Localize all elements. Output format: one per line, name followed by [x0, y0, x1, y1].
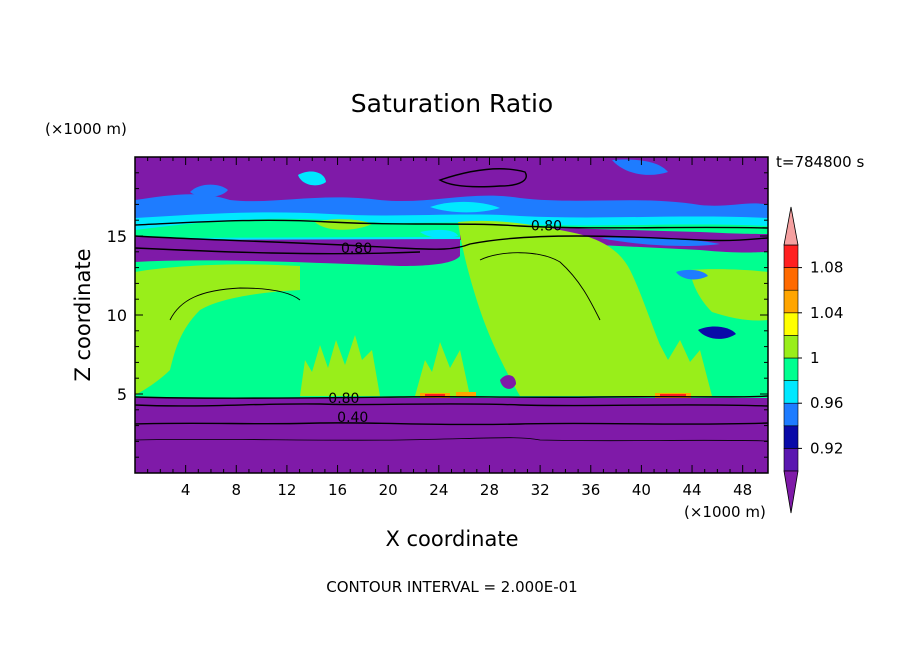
colorbar-band: [783, 448, 799, 472]
x-axis: 4 8 12 16 20 24 28 32 36 40 44 48: [147, 157, 756, 499]
y-axis-label: Z coordinate: [71, 248, 95, 381]
contour-lower-2: [134, 437, 769, 442]
x-tick-label: 48: [733, 481, 752, 499]
x-unit-label: (×1000 m): [684, 503, 766, 521]
contour-0-80-upper-b: [134, 247, 421, 255]
right-edge-high-saturation: [690, 269, 768, 321]
dry-pocket-right: [698, 326, 736, 339]
colorbar-band: [783, 357, 799, 381]
contour-label: 0.80: [531, 219, 562, 235]
colorbar-tick-label: 0.92: [810, 439, 843, 457]
y-axis: 5 10 15: [107, 172, 768, 458]
x-tick-label: 36: [581, 481, 600, 499]
upper-wisp-cloud-4: [430, 201, 500, 213]
dry-pocket-center: [500, 375, 516, 389]
contour-0-80-upper: [134, 235, 769, 250]
contour-cloud-top: [134, 219, 769, 229]
colorbar-band: [783, 267, 799, 291]
colorbar-band: [783, 335, 799, 359]
contour-interval-footer: CONTOUR INTERVAL = 2.000E-01: [326, 578, 577, 596]
contour-upper-dry: [438, 168, 527, 188]
colorbar-tick-label: 1.08: [810, 259, 843, 277]
colorbar-band: [783, 312, 799, 336]
contour-right-saturated: [479, 252, 601, 321]
colorbar-band: [783, 289, 799, 314]
x-tick-label: 44: [682, 481, 701, 499]
y-unit-label: (×1000 m): [45, 120, 127, 138]
lower-saturation-spikes-3: [645, 340, 712, 396]
mid-blue-patch: [600, 237, 720, 246]
time-label: t=784800 s: [776, 153, 864, 171]
mid-dry-band: [135, 236, 460, 258]
contour-label: 0.80: [341, 241, 372, 257]
x-tick-label: 4: [181, 481, 191, 499]
supersat-strip-1b: [425, 394, 445, 396]
upper-left-cyan-patch: [420, 229, 458, 239]
supersat-strip-3b: [660, 394, 686, 396]
y-tick-label: 15: [107, 227, 127, 246]
right-high-saturation-region: [458, 220, 690, 396]
colorbar-max-arrow: [783, 206, 799, 246]
y-tick-label: 10: [107, 306, 127, 325]
lower-saturation-spikes: [300, 335, 380, 396]
colorbar-tick-label: 0.96: [810, 394, 843, 412]
contour-cloud-base: [134, 395, 769, 399]
upper-wisp-cloud-3: [612, 159, 668, 175]
x-tick-label: 40: [632, 481, 651, 499]
x-tick-label: 20: [379, 481, 398, 499]
colorbar-min-arrow: [783, 470, 799, 514]
y-tick-label: 5: [117, 385, 127, 404]
lower-saturation-spikes-2: [415, 342, 470, 396]
x-tick-label: 28: [480, 481, 499, 499]
colorbar-band: [783, 402, 799, 427]
x-tick-label: 12: [277, 481, 296, 499]
x-axis-label: X coordinate: [385, 527, 518, 551]
colorbar-band: [783, 425, 799, 449]
colorbar-band: [783, 244, 799, 268]
contour-0-40-lower: [134, 422, 769, 426]
contour-label: 0.40: [337, 410, 368, 426]
x-tick-label: 8: [232, 481, 242, 499]
x-tick-label: 24: [429, 481, 448, 499]
chart-title: Saturation Ratio: [351, 89, 553, 118]
contour-left-saturated: [169, 287, 301, 321]
left-high-saturation-region: [135, 264, 300, 395]
upper-wisp-cloud-1: [190, 184, 228, 198]
x-tick-label: 16: [328, 481, 347, 499]
contour-label-group: 0.80 0.80 0.80 0.40: [328, 219, 562, 426]
plot-area: [134, 157, 769, 473]
colorbar-band: [783, 380, 799, 404]
colorbar: 0.92 0.96 1 1.04 1.08: [783, 206, 843, 514]
x-tick-label: 32: [531, 481, 550, 499]
contour-lines: [134, 168, 769, 442]
upper-wisp-cloud-2: [298, 171, 326, 186]
contour-0-80-lower: [134, 403, 769, 407]
contour-label: 0.80: [328, 391, 359, 407]
colorbar-tick-label: 1: [810, 349, 820, 367]
dry-pocket-right-2: [676, 269, 708, 280]
colorbar-tick-label: 1.04: [810, 304, 843, 322]
supersat-strip-2: [456, 392, 476, 397]
lower-dry-layer: [135, 398, 768, 473]
